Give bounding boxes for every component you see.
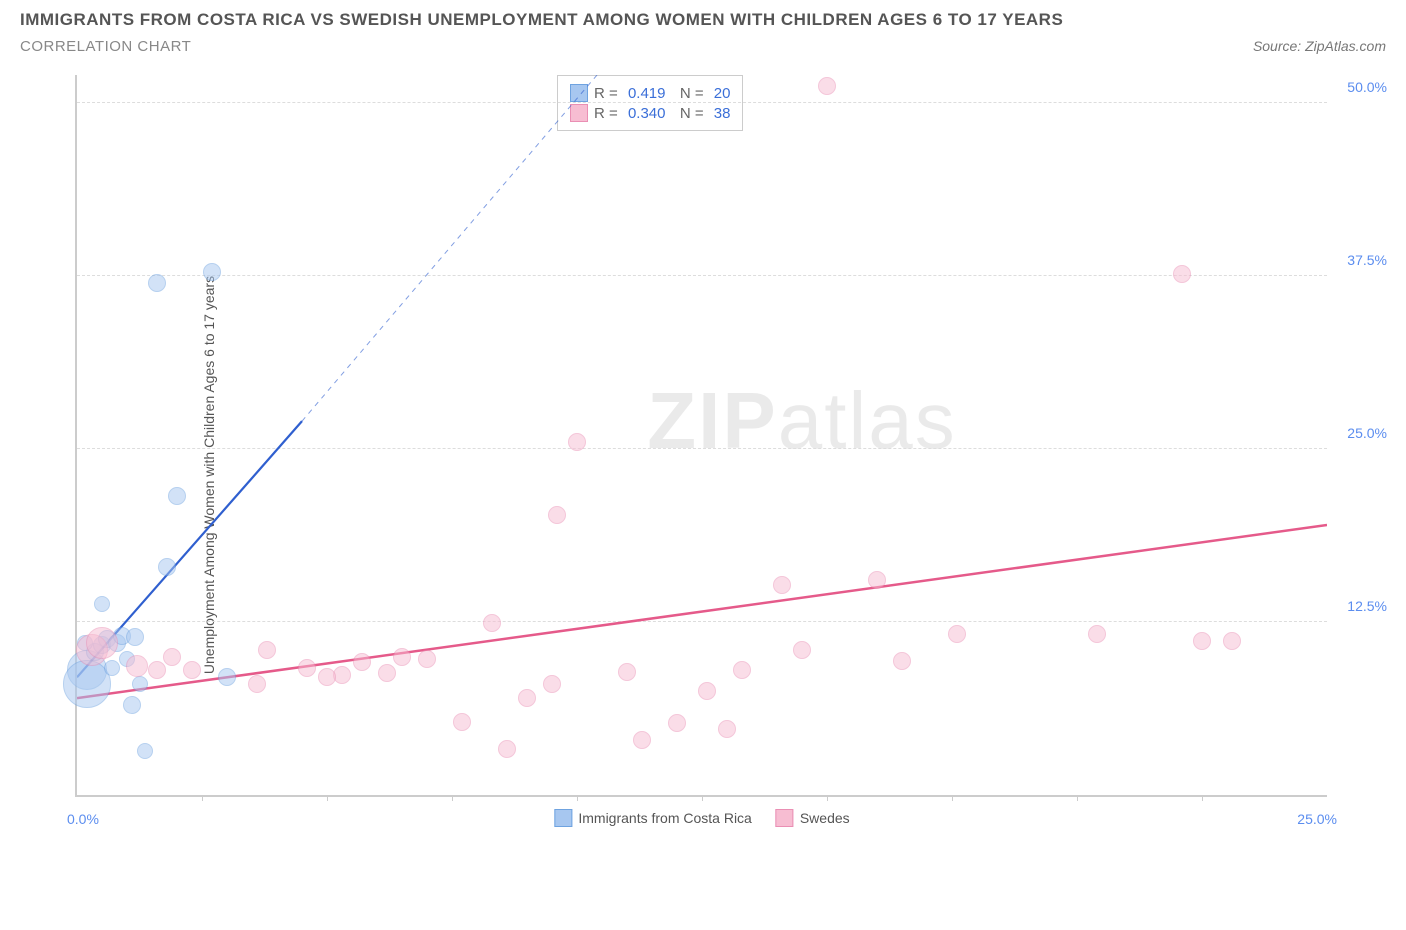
data-point bbox=[668, 714, 686, 732]
stats-row-series2: R = 0.340 N = 38 bbox=[570, 104, 730, 122]
data-point bbox=[86, 627, 118, 659]
data-point bbox=[948, 625, 966, 643]
data-point bbox=[126, 628, 144, 646]
data-point bbox=[353, 653, 371, 671]
legend-item-swedes: Swedes bbox=[776, 809, 850, 827]
data-point bbox=[483, 614, 501, 632]
data-point bbox=[148, 661, 166, 679]
watermark: ZIPatlas bbox=[647, 375, 956, 467]
data-point bbox=[393, 648, 411, 666]
stats-legend: R = 0.419 N = 20 R = 0.340 N = 38 bbox=[557, 75, 743, 131]
x-tick bbox=[827, 795, 828, 801]
data-point bbox=[203, 263, 221, 281]
x-tick bbox=[452, 795, 453, 801]
data-point bbox=[318, 668, 336, 686]
data-point bbox=[1223, 632, 1241, 650]
page-title: IMMIGRANTS FROM COSTA RICA VS SWEDISH UN… bbox=[20, 10, 1386, 30]
bottom-legend: Immigrants from Costa Rica Swedes bbox=[554, 809, 849, 827]
swatch-swedes bbox=[776, 809, 794, 827]
x-tick bbox=[702, 795, 703, 801]
data-point bbox=[793, 641, 811, 659]
x-tick bbox=[327, 795, 328, 801]
y-tick-label: 12.5% bbox=[1347, 598, 1387, 614]
data-point bbox=[818, 77, 836, 95]
data-point bbox=[518, 689, 536, 707]
data-point bbox=[298, 659, 316, 677]
data-point bbox=[698, 682, 716, 700]
y-tick-label: 37.5% bbox=[1347, 252, 1387, 268]
data-point bbox=[543, 675, 561, 693]
data-point bbox=[168, 487, 186, 505]
data-point bbox=[163, 648, 181, 666]
data-point bbox=[568, 433, 586, 451]
data-point bbox=[183, 661, 201, 679]
swatch-series2 bbox=[570, 104, 588, 122]
data-point bbox=[773, 576, 791, 594]
source-label: Source: ZipAtlas.com bbox=[1253, 38, 1386, 54]
data-point bbox=[126, 655, 148, 677]
data-point bbox=[1173, 265, 1191, 283]
data-point bbox=[1193, 632, 1211, 650]
data-point bbox=[123, 696, 141, 714]
correlation-chart: Unemployment Among Women with Children A… bbox=[20, 65, 1380, 885]
data-point bbox=[104, 660, 120, 676]
data-point bbox=[733, 661, 751, 679]
data-point bbox=[158, 558, 176, 576]
data-point bbox=[548, 506, 566, 524]
data-point bbox=[248, 675, 266, 693]
data-point bbox=[453, 713, 471, 731]
legend-label: Immigrants from Costa Rica bbox=[578, 810, 751, 826]
data-point bbox=[94, 596, 110, 612]
stats-row-series1: R = 0.419 N = 20 bbox=[570, 84, 730, 102]
data-point bbox=[618, 663, 636, 681]
data-point bbox=[378, 664, 396, 682]
gridline bbox=[77, 448, 1327, 449]
gridline bbox=[77, 102, 1327, 103]
x-tick bbox=[577, 795, 578, 801]
data-point bbox=[137, 743, 153, 759]
y-tick-label: 50.0% bbox=[1347, 79, 1387, 95]
subtitle: CORRELATION CHART bbox=[20, 38, 191, 55]
swatch-series1 bbox=[570, 84, 588, 102]
legend-label: Swedes bbox=[800, 810, 850, 826]
data-point bbox=[633, 731, 651, 749]
x-tick bbox=[1077, 795, 1078, 801]
plot-area: ZIPatlas R = 0.419 N = 20 R = 0.340 N = … bbox=[75, 75, 1327, 797]
legend-item-costa-rica: Immigrants from Costa Rica bbox=[554, 809, 751, 827]
x-tick-label: 0.0% bbox=[67, 811, 99, 827]
x-tick-label: 25.0% bbox=[1297, 811, 1337, 827]
data-point bbox=[258, 641, 276, 659]
data-point bbox=[893, 652, 911, 670]
data-point bbox=[418, 650, 436, 668]
data-point bbox=[218, 668, 236, 686]
data-point bbox=[868, 571, 886, 589]
data-point bbox=[498, 740, 516, 758]
data-point bbox=[1088, 625, 1106, 643]
gridline bbox=[77, 275, 1327, 276]
x-tick bbox=[952, 795, 953, 801]
data-point bbox=[148, 274, 166, 292]
subtitle-row: CORRELATION CHART Source: ZipAtlas.com bbox=[20, 38, 1386, 55]
data-point bbox=[132, 676, 148, 692]
data-point bbox=[718, 720, 736, 738]
gridline bbox=[77, 621, 1327, 622]
x-tick bbox=[202, 795, 203, 801]
x-tick bbox=[1202, 795, 1203, 801]
swatch-costa-rica bbox=[554, 809, 572, 827]
y-tick-label: 25.0% bbox=[1347, 425, 1387, 441]
